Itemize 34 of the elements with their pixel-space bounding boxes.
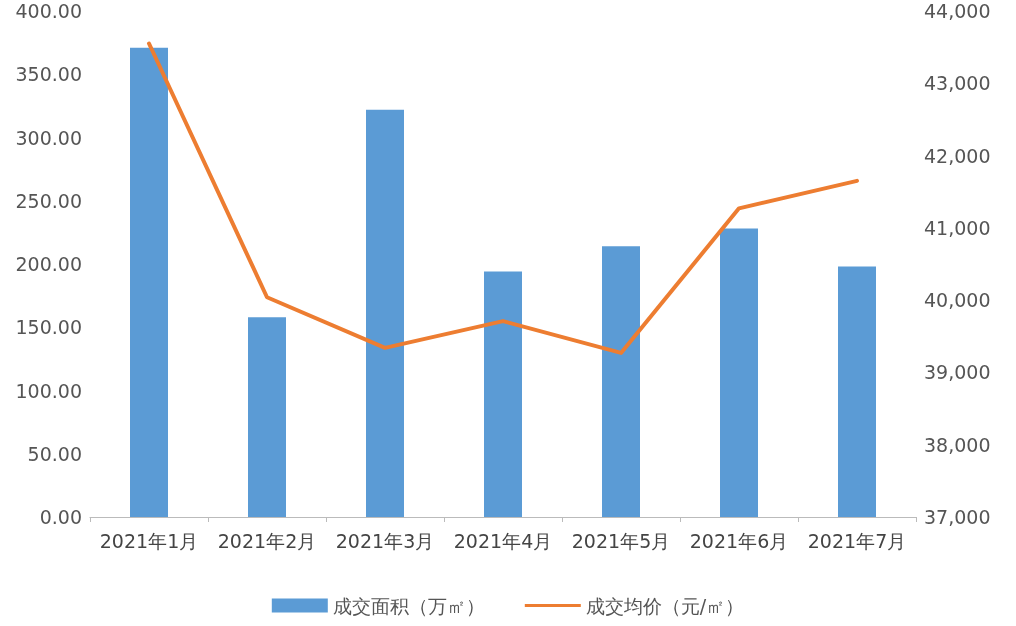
y2-tick-label: 38,000	[924, 433, 991, 456]
y-tick-label: 100.00	[15, 379, 82, 402]
y2-tick-label: 44,000	[924, 0, 991, 22]
legend-label: 成交面积（万㎡）	[332, 594, 485, 617]
y-tick-label: 250.00	[15, 189, 82, 212]
y-tick-label: 150.00	[15, 316, 82, 339]
y-tick-label: 50.00	[27, 442, 82, 465]
bar	[838, 266, 876, 517]
x-tick-label: 2021年2月	[217, 529, 317, 552]
x-tick-label: 2021年3月	[335, 529, 435, 552]
y-tick-label: 350.00	[15, 63, 82, 86]
x-tick-label: 2021年6月	[689, 529, 789, 552]
bar	[130, 47, 168, 517]
y-tick-label: 300.00	[15, 126, 82, 149]
bar	[720, 228, 758, 517]
y2-tick-label: 41,000	[924, 216, 991, 239]
line-series	[147, 41, 859, 355]
bar	[484, 271, 522, 517]
y-tick-label: 0.00	[39, 506, 82, 528]
bar	[248, 317, 286, 517]
bar	[602, 246, 640, 517]
y-tick-label: 200.00	[15, 253, 82, 275]
bar	[366, 109, 404, 517]
y2-tick-label: 40,000	[924, 289, 991, 312]
x-tick-label: 2021年1月	[99, 529, 199, 552]
x-tick-label: 2021年7月	[807, 529, 907, 552]
legend-label: 成交均价（元/㎡）	[585, 594, 745, 617]
x-tick-label: 2021年4月	[453, 529, 553, 552]
y2-tick-label: 43,000	[924, 72, 991, 95]
y-tick-label: 400.00	[15, 0, 82, 22]
x-tick-label: 2021年5月	[571, 529, 671, 552]
y2-tick-label: 39,000	[924, 361, 991, 384]
y2-tick-label: 42,000	[924, 144, 991, 167]
y2-tick-label: 37,000	[924, 506, 991, 528]
